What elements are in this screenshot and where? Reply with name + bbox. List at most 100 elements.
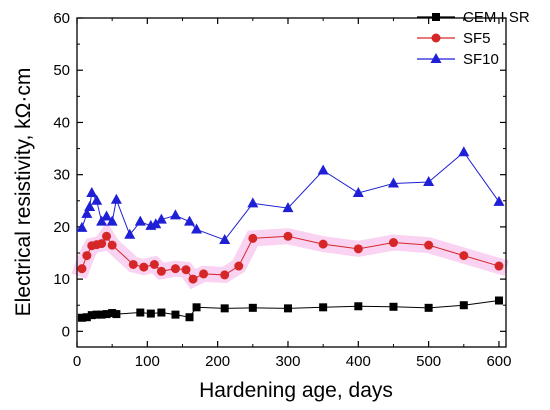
legend-label-sf5: SF5	[463, 30, 491, 47]
sf5-highlight-path	[71, 221, 509, 290]
data-point-sf10	[91, 194, 103, 205]
data-point-cem-i-sr	[192, 303, 201, 312]
data-point-cem-i-sr	[424, 303, 433, 312]
data-point-cem-i-sr	[185, 313, 194, 322]
data-point-cem-i-sr	[319, 303, 328, 312]
data-point-sf5	[139, 262, 149, 272]
data-point-sf10	[317, 164, 329, 175]
data-point-sf10	[101, 210, 113, 221]
series-sf10	[76, 146, 505, 244]
data-point-sf10	[81, 207, 93, 218]
data-point-sf10	[493, 195, 505, 206]
data-point-sf10	[134, 215, 146, 226]
data-point-sf5	[220, 270, 230, 280]
data-point-cem-i-sr	[157, 308, 166, 317]
y-tick-label: 30	[53, 167, 70, 184]
legend-label-sf10: SF10	[463, 51, 499, 68]
data-point-cem-i-sr	[112, 310, 121, 319]
series-line-sf10	[81, 151, 500, 241]
data-point-sf10	[106, 215, 118, 226]
data-point-sf10	[247, 197, 259, 208]
data-point-sf5	[353, 244, 363, 254]
data-point-cem-i-sr	[389, 302, 398, 311]
series-sf5	[77, 231, 504, 284]
data-point-sf10	[155, 213, 167, 224]
data-point-sf5	[318, 239, 328, 249]
data-point-sf5	[156, 266, 166, 276]
data-point-sf10	[352, 186, 364, 197]
data-point-sf10	[110, 193, 122, 204]
data-point-sf10	[150, 218, 162, 229]
data-point-cem-i-sr	[108, 309, 117, 318]
data-point-sf10	[191, 223, 203, 234]
x-tick-label: 200	[205, 353, 230, 370]
y-tick-label: 0	[62, 323, 70, 340]
data-point-sf5	[107, 240, 117, 250]
x-tick-label: 300	[275, 353, 300, 370]
data-point-sf5	[82, 251, 92, 261]
data-point-sf5	[97, 239, 107, 249]
series-cem-i-sr	[77, 296, 503, 322]
data-point-sf5	[181, 265, 191, 275]
y-tick-label: 50	[53, 62, 70, 79]
legend: CEM I SR SF5 SF10	[417, 9, 530, 68]
y-tick-label: 40	[53, 114, 70, 131]
data-point-sf10	[184, 215, 196, 226]
data-point-sf10	[76, 221, 88, 232]
data-point-sf10	[86, 186, 98, 197]
sf5-highlight-band	[71, 221, 509, 290]
data-point-cem-i-sr	[77, 313, 86, 322]
data-point-sf5	[188, 274, 198, 284]
y-axis-title: Electrical resistivity, kΩ·cm	[12, 68, 35, 317]
data-point-cem-i-sr	[87, 311, 96, 320]
x-tick-label: 0	[73, 353, 81, 370]
y-tick-label: 60	[53, 10, 70, 27]
data-point-sf5	[149, 259, 159, 269]
data-point-sf5	[494, 261, 504, 271]
data-point-sf5	[248, 233, 258, 243]
data-point-cem-i-sr	[220, 304, 229, 313]
data-point-sf5	[234, 261, 244, 271]
data-point-sf5	[199, 269, 209, 279]
x-tick-label: 500	[416, 353, 441, 370]
data-point-cem-i-sr	[82, 313, 91, 322]
data-point-sf5	[77, 264, 87, 274]
data-point-cem-i-sr	[102, 310, 111, 319]
x-axis-title: Hardening age, days	[199, 379, 393, 402]
data-point-cem-i-sr	[354, 302, 363, 311]
legend-marker-sf5	[431, 33, 441, 43]
data-point-cem-i-sr	[136, 308, 145, 317]
x-tick-label: 600	[486, 353, 511, 370]
data-point-sf5	[424, 240, 434, 250]
data-point-sf10	[124, 228, 136, 239]
plot-axes	[76, 17, 507, 348]
data-point-sf10	[219, 233, 231, 244]
data-point-sf5	[102, 231, 112, 241]
data-series	[76, 146, 505, 322]
data-point-sf10	[458, 146, 470, 157]
data-point-sf5	[388, 238, 398, 248]
data-point-sf10	[169, 209, 181, 220]
data-point-sf10	[96, 215, 108, 226]
data-point-sf10	[282, 202, 294, 213]
data-point-sf10	[423, 175, 435, 186]
data-point-sf10	[84, 201, 96, 212]
data-point-sf5	[459, 251, 469, 261]
data-point-cem-i-sr	[146, 309, 155, 318]
y-tick-label: 20	[53, 219, 70, 236]
legend-marker-sf10	[430, 53, 442, 63]
x-tick-label: 100	[135, 353, 160, 370]
data-point-cem-i-sr	[97, 310, 106, 319]
data-point-cem-i-sr	[283, 304, 292, 313]
y-tick-label: 10	[53, 271, 70, 288]
legend-marker-cem-i-sr	[432, 13, 440, 21]
data-point-cem-i-sr	[494, 296, 503, 305]
data-point-cem-i-sr	[459, 301, 468, 310]
x-tick-label: 400	[346, 353, 371, 370]
data-point-sf5	[283, 231, 293, 241]
plot-frame	[76, 17, 507, 348]
data-point-cem-i-sr	[171, 310, 180, 319]
legend-label-cem-i-sr: CEM I SR	[463, 9, 530, 26]
data-point-cem-i-sr	[92, 310, 101, 319]
